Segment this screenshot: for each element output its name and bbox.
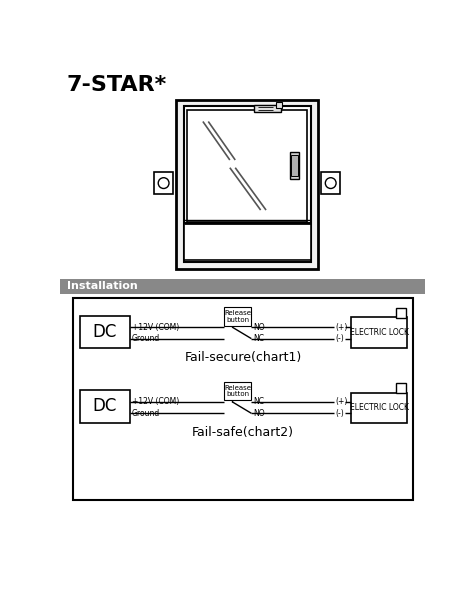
Bar xyxy=(80,391,130,422)
Text: NO: NO xyxy=(254,409,265,418)
Text: Release
button: Release button xyxy=(224,310,251,323)
Bar xyxy=(290,151,299,179)
Text: Ground: Ground xyxy=(132,334,160,343)
Bar xyxy=(292,154,298,176)
Bar xyxy=(352,317,407,348)
Bar xyxy=(225,307,251,326)
Text: (+): (+) xyxy=(335,397,348,406)
Bar xyxy=(61,279,425,294)
Text: (-): (-) xyxy=(335,334,344,343)
Bar xyxy=(225,382,251,401)
Text: Ground: Ground xyxy=(132,409,160,418)
Text: Fail-safe(chart2): Fail-safe(chart2) xyxy=(192,426,294,439)
Text: ELECTRIC LOCK: ELECTRIC LOCK xyxy=(350,328,409,337)
Text: (-): (-) xyxy=(335,409,344,418)
Bar xyxy=(183,223,310,260)
Text: DC: DC xyxy=(92,323,117,340)
Text: Release
button: Release button xyxy=(224,385,251,398)
Bar xyxy=(73,298,413,499)
Text: NC: NC xyxy=(254,334,264,343)
Bar xyxy=(276,102,282,108)
Text: +12V (COM): +12V (COM) xyxy=(132,323,179,332)
Text: ELECTRIC LOCK: ELECTRIC LOCK xyxy=(350,403,409,412)
Bar xyxy=(396,308,406,318)
Bar xyxy=(352,392,407,423)
Bar xyxy=(80,316,130,348)
Bar xyxy=(155,173,173,194)
Circle shape xyxy=(158,178,169,188)
Text: Fail-secure(chart1): Fail-secure(chart1) xyxy=(184,352,301,365)
Text: +12V (COM): +12V (COM) xyxy=(132,397,179,406)
Text: NC: NC xyxy=(254,397,264,406)
Bar xyxy=(396,383,406,393)
Bar xyxy=(321,173,340,194)
Bar xyxy=(176,100,319,269)
Text: (+): (+) xyxy=(335,323,348,332)
Text: DC: DC xyxy=(92,398,117,415)
Circle shape xyxy=(325,178,336,188)
Text: 7-STAR*: 7-STAR* xyxy=(66,75,167,95)
Bar xyxy=(255,105,282,112)
Text: Installation: Installation xyxy=(66,282,137,292)
Text: NO: NO xyxy=(254,323,265,332)
Bar xyxy=(183,106,310,262)
Bar xyxy=(188,110,307,221)
